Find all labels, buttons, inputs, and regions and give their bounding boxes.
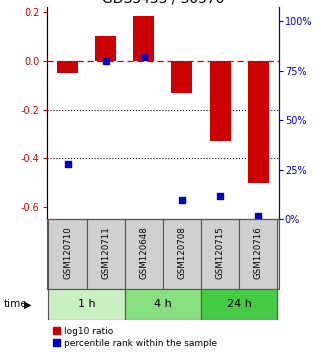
Bar	[171, 61, 193, 92]
Point	[141, 54, 146, 59]
Text: GSM120716: GSM120716	[254, 226, 263, 279]
Bar	[201, 289, 277, 320]
Point	[65, 161, 70, 167]
Point	[256, 213, 261, 218]
Bar	[48, 289, 125, 320]
Bar	[57, 61, 78, 73]
Text: GSM120711: GSM120711	[101, 226, 110, 279]
Bar	[48, 219, 87, 289]
Text: time: time	[3, 299, 27, 309]
Bar	[133, 16, 154, 61]
Point	[103, 58, 108, 63]
Point	[179, 197, 185, 202]
Text: 4 h: 4 h	[154, 299, 172, 309]
Point	[218, 193, 223, 199]
Bar	[87, 219, 125, 289]
Bar	[201, 219, 239, 289]
Text: GSM120715: GSM120715	[216, 226, 225, 279]
Title: GDS3433 / 30570: GDS3433 / 30570	[102, 0, 224, 6]
Text: 1 h: 1 h	[78, 299, 95, 309]
Text: GSM120708: GSM120708	[178, 226, 187, 279]
Bar	[95, 36, 116, 61]
Bar	[125, 289, 201, 320]
Bar	[239, 219, 277, 289]
Text: ▶: ▶	[23, 299, 31, 309]
Text: GSM120710: GSM120710	[63, 226, 72, 279]
Text: GSM120648: GSM120648	[139, 226, 148, 279]
Legend: log10 ratio, percentile rank within the sample: log10 ratio, percentile rank within the …	[51, 325, 219, 350]
Bar	[248, 61, 269, 183]
Text: 24 h: 24 h	[227, 299, 252, 309]
Bar	[163, 219, 201, 289]
Bar	[125, 219, 163, 289]
Bar	[210, 61, 230, 141]
